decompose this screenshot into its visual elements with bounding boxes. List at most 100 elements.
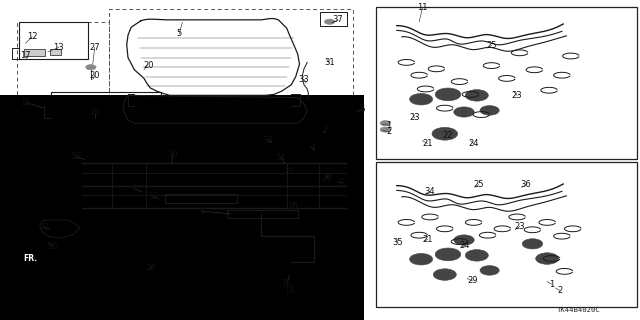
Text: 17: 17 — [20, 52, 31, 60]
Circle shape — [324, 19, 335, 24]
Text: 11: 11 — [417, 4, 428, 12]
Text: 23: 23 — [410, 113, 420, 122]
Circle shape — [480, 266, 499, 275]
Text: TK44B4020C: TK44B4020C — [557, 307, 600, 313]
Circle shape — [309, 163, 324, 170]
Text: 14: 14 — [275, 153, 285, 162]
Circle shape — [106, 201, 122, 209]
Text: 29: 29 — [467, 276, 477, 285]
Text: 15: 15 — [20, 98, 31, 107]
Circle shape — [480, 106, 499, 115]
Text: 12: 12 — [27, 32, 37, 41]
Bar — [51, 92, 161, 118]
Text: 35: 35 — [393, 238, 403, 247]
Text: 34: 34 — [425, 187, 435, 196]
Text: 32: 32 — [38, 223, 49, 232]
Bar — [58, 96, 77, 115]
Circle shape — [106, 163, 122, 170]
Bar — [24, 49, 45, 56]
Bar — [351, 99, 362, 113]
Text: 36: 36 — [521, 180, 531, 189]
Circle shape — [48, 224, 67, 234]
Circle shape — [410, 253, 433, 265]
Bar — [320, 12, 347, 26]
Text: 8: 8 — [199, 207, 204, 216]
Text: 30: 30 — [168, 150, 178, 159]
Text: 20: 20 — [143, 61, 154, 70]
Text: 26: 26 — [47, 242, 58, 251]
Text: 2: 2 — [557, 286, 563, 295]
Text: 19: 19 — [284, 286, 294, 295]
FancyBboxPatch shape — [0, 95, 364, 320]
Text: 1: 1 — [387, 121, 392, 130]
Circle shape — [272, 176, 285, 182]
Bar — [72, 146, 353, 243]
Circle shape — [522, 239, 543, 249]
Bar — [109, 9, 353, 307]
Text: 3: 3 — [340, 179, 345, 188]
Text: 21: 21 — [422, 139, 433, 148]
Circle shape — [86, 65, 96, 70]
Circle shape — [319, 172, 331, 178]
Bar — [19, 22, 88, 59]
Circle shape — [152, 176, 165, 182]
Text: 18: 18 — [70, 152, 81, 161]
Bar — [17, 22, 109, 130]
Text: 4: 4 — [311, 144, 316, 153]
Text: 21: 21 — [422, 235, 433, 244]
Circle shape — [435, 88, 461, 101]
Circle shape — [454, 235, 474, 245]
Text: 5: 5 — [177, 29, 182, 38]
Text: 26: 26 — [321, 173, 332, 182]
Text: 33: 33 — [299, 75, 309, 84]
Bar — [376, 162, 637, 307]
Text: 1: 1 — [549, 280, 554, 289]
Text: 24: 24 — [460, 241, 470, 250]
Bar — [111, 96, 131, 115]
Circle shape — [536, 253, 559, 264]
Text: 31: 31 — [324, 58, 335, 67]
Circle shape — [465, 90, 488, 101]
Circle shape — [410, 93, 433, 105]
Text: 18: 18 — [283, 167, 293, 176]
Text: 38: 38 — [262, 136, 273, 145]
Text: 25: 25 — [474, 180, 484, 189]
Bar — [274, 264, 351, 307]
Circle shape — [309, 201, 324, 209]
Circle shape — [283, 289, 296, 295]
Text: 2: 2 — [387, 127, 392, 136]
Circle shape — [432, 127, 458, 140]
Circle shape — [333, 179, 348, 187]
Circle shape — [380, 121, 390, 126]
Text: 22: 22 — [443, 131, 453, 140]
Bar — [282, 286, 308, 302]
Text: 6: 6 — [359, 105, 364, 114]
Text: 13: 13 — [54, 43, 64, 52]
Text: 7: 7 — [323, 126, 328, 135]
Text: 19: 19 — [90, 108, 100, 117]
Circle shape — [67, 155, 84, 164]
Circle shape — [435, 248, 461, 261]
Text: 25: 25 — [486, 41, 497, 50]
Text: 16: 16 — [282, 279, 292, 288]
Circle shape — [380, 127, 390, 132]
Circle shape — [465, 250, 488, 261]
Text: 28: 28 — [145, 264, 156, 273]
Text: 24: 24 — [468, 139, 479, 148]
Bar — [275, 268, 349, 306]
Circle shape — [305, 142, 320, 149]
Text: 20: 20 — [90, 71, 100, 80]
Bar — [84, 96, 104, 115]
Text: 10: 10 — [147, 192, 157, 201]
Text: 23: 23 — [515, 222, 525, 231]
Bar — [50, 49, 61, 55]
Text: 20: 20 — [288, 202, 298, 211]
Circle shape — [433, 269, 456, 280]
Bar — [376, 7, 637, 159]
Text: 9: 9 — [132, 184, 137, 193]
Text: 37: 37 — [333, 15, 343, 24]
Text: 23: 23 — [512, 91, 522, 100]
Bar — [312, 122, 328, 134]
Text: FR.: FR. — [23, 254, 37, 263]
Circle shape — [454, 107, 474, 117]
